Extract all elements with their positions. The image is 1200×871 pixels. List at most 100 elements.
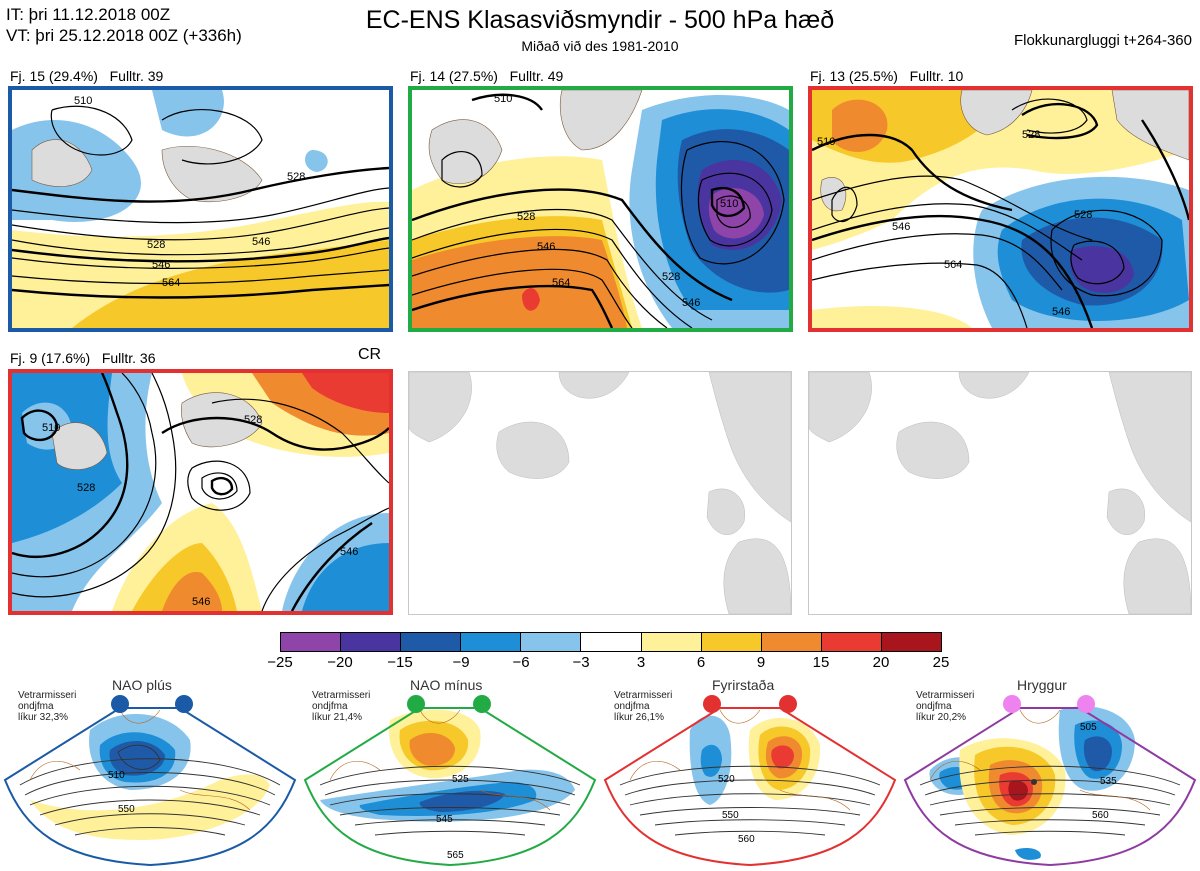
cluster-2-contour-label-5: 510 — [720, 198, 738, 210]
classification-window: Flokkunargluggi t+264-360 — [1013, 32, 1192, 49]
regime-1-contour-label: 550 — [118, 804, 135, 815]
page-subtitle: Miðað við des 1981-2010 — [521, 38, 679, 54]
cluster-4-contour-label-5: 546 — [340, 546, 358, 558]
regime-1-name: NAO plús — [112, 677, 172, 693]
cluster-2-contour-label-4: 564 — [552, 277, 570, 289]
colorbar-bin-1 — [281, 633, 342, 651]
colorbar-bin-9 — [761, 633, 822, 651]
regime-2-clim-line: líkur 21,4% — [312, 712, 363, 723]
regime-2-clim-line: Vetrarmisseri — [312, 690, 371, 701]
regime-1-dot-right — [175, 695, 193, 713]
regime-3-clim-line: ondjfma — [614, 701, 650, 712]
cluster-2-contour-label-6: 528 — [662, 271, 680, 283]
run-info: IT: þri 11.12.2018 00Z VT: þri 25.12.201… — [6, 4, 242, 46]
colorbar-tick: −25 — [267, 654, 293, 671]
colorbar-bin-5 — [521, 633, 582, 651]
empty-map-2 — [808, 371, 1192, 615]
valid-time: VT: þri 25.12.2018 00Z (+336h) — [6, 26, 242, 45]
regime-3-dot-right — [779, 695, 797, 713]
colorbar-tick: 15 — [812, 654, 830, 671]
cluster-4-contour-label-2: 528 — [244, 414, 262, 426]
regime-2-contour-label: 525 — [452, 774, 469, 785]
regime-3-map: 520 550 560 — [603, 695, 897, 867]
colorbar — [280, 632, 942, 652]
empty-map-1 — [408, 371, 792, 615]
cluster-4-label: Fj. 9 (17.6%) Fulltr. 36 — [10, 350, 156, 366]
cluster-2-contour-label-1: 510 — [494, 93, 512, 105]
cluster-1-contour-label-1: 510 — [74, 95, 92, 107]
regime-3-name: Fyrirstaða — [712, 677, 775, 693]
cluster-4-rep: Fulltr. 36 — [101, 350, 156, 366]
regime-4-map: 505 535 560 — [903, 695, 1197, 867]
regime-2-clim: Vetrarmisseri ondjfma líkur 21,4% — [312, 690, 370, 723]
regime-3-contour-label: 550 — [722, 810, 739, 821]
regime-3-clim: Vetrarmisseri ondjfma líkur 26,1% — [614, 690, 672, 723]
cluster-1-label: Fj. 15 (29.4%) Fulltr. 39 — [10, 68, 163, 84]
regime-2-name: NAO mínus — [410, 677, 483, 693]
page-title: EC-ENS Klasasviðsmyndir - 500 hPa hæð — [365, 6, 835, 34]
colorbar-tick: −9 — [452, 654, 470, 671]
regime-1-clim-line: ondjfma — [18, 701, 54, 712]
cluster-4-title: Fj. 9 (17.6%) — [10, 350, 91, 366]
regime-2-dot-left — [407, 695, 425, 713]
cluster-3-contour-label-2: 528 — [1022, 129, 1040, 141]
cluster-2-contour-label-7: 546 — [682, 297, 700, 309]
regime-3-dot-left — [703, 695, 721, 713]
colorbar-tick: 25 — [932, 654, 950, 671]
cluster-2-contour-label-2: 528 — [517, 211, 535, 223]
init-time: IT: þri 11.12.2018 00Z — [6, 5, 171, 24]
cluster-3-contour-label-1: 510 — [817, 136, 835, 148]
regime-3-contour-label: 520 — [718, 774, 735, 785]
regime-3-clim-line: Vetrarmisseri — [614, 690, 673, 701]
regime-4-contour-label: 505 — [1080, 722, 1097, 733]
cluster-4-regime-tag: CR — [358, 346, 382, 363]
cluster-2-contour-label-3: 546 — [537, 241, 555, 253]
regime-2-clim-line: ondjfma — [312, 701, 348, 712]
cluster-1-title: Fj. 15 (29.4%) — [10, 68, 98, 84]
regime-4-clim: Vetrarmisseri ondjfma líkur 20,2% — [916, 690, 974, 723]
cluster-4-map: 510 528 528 546 546 — [8, 369, 393, 615]
colorbar-bin-4 — [461, 633, 522, 651]
regime-1-clim-line: líkur 32,3% — [18, 712, 69, 723]
colorbar-bin-3 — [401, 633, 462, 651]
cluster-3-title: Fj. 13 (25.5%) — [810, 68, 898, 84]
cluster-1-contour-label-3: 546 — [252, 236, 270, 248]
regime-2-dot-right — [473, 695, 491, 713]
cluster-3-contour-label-6: 546 — [1052, 306, 1070, 318]
cluster-3-map: 510 528 546 564 528 546 — [808, 86, 1193, 332]
regime-4-dot-right — [1077, 695, 1095, 713]
colorbar-bin-7 — [641, 633, 702, 651]
regime-1-clim-line: Vetrarmisseri — [18, 690, 77, 701]
regime-3-contour-label: 560 — [738, 834, 755, 845]
regime-3-clim-line: líkur 26,1% — [614, 712, 665, 723]
cluster-1-contour-label-4: 564 — [162, 277, 180, 289]
regime-1-clim: Vetrarmisseri ondjfma líkur 32,3% — [18, 690, 76, 723]
regime-2-contour-label: 565 — [447, 850, 464, 861]
cluster-4-contour-label-4: 546 — [192, 596, 210, 608]
regime-1-map: 510 550 — [3, 695, 297, 867]
cluster-2-label: Fj. 14 (27.5%) Fulltr. 49 — [410, 68, 563, 84]
cluster-3-contour-label-3: 546 — [892, 221, 910, 233]
colorbar-tick: 3 — [636, 654, 646, 671]
colorbar-tick: 9 — [756, 654, 766, 671]
cluster-3-contour-label-4: 564 — [944, 259, 962, 271]
regime-4-clim-line: Vetrarmisseri — [916, 690, 975, 701]
cluster-4-contour-label-3: 528 — [77, 482, 95, 494]
regime-2-contour-label: 545 — [436, 814, 453, 825]
regime-4-contour-label: 535 — [1100, 776, 1117, 787]
cluster-3-rep: Fulltr. 10 — [909, 68, 964, 84]
cluster-1-map: 510 528 546 564 528 546 — [8, 86, 393, 332]
cluster-1-contour-label-6: 546 — [152, 259, 170, 271]
cluster-3-contour-label-5: 528 — [1074, 209, 1092, 221]
cluster-2-rep: Fulltr. 49 — [509, 68, 564, 84]
colorbar-tick: −20 — [327, 654, 353, 671]
colorbar-tick: 20 — [872, 654, 890, 671]
cluster-1-contour-label-2: 528 — [147, 239, 165, 251]
cluster-4-contour-label-1: 510 — [42, 422, 60, 434]
cluster-1-contour-label-5: 528 — [287, 171, 305, 183]
regime-2-map: 525 545 565 — [303, 695, 597, 867]
cluster-2-map: 510 528 546 564 510 528 546 — [408, 86, 793, 332]
cluster-1-rep: Fulltr. 39 — [109, 68, 164, 84]
colorbar-bin-8 — [701, 633, 762, 651]
colorbar-tick: −6 — [512, 654, 530, 671]
